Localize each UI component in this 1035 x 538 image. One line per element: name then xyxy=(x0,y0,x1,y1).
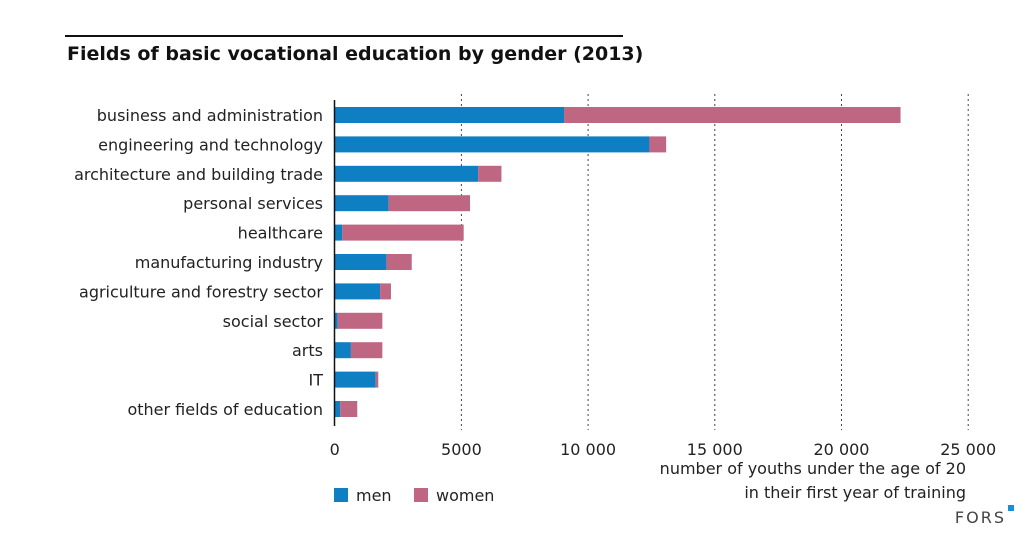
bar-men xyxy=(334,254,387,270)
bar-men xyxy=(334,283,381,300)
category-label: personal services xyxy=(183,194,323,213)
bar-women xyxy=(340,401,358,417)
x-tick-label: 20 000 xyxy=(814,440,870,459)
bar-men xyxy=(334,312,338,329)
legend-label-women: women xyxy=(436,486,494,505)
bar-men xyxy=(334,195,389,212)
fors-logo-mark xyxy=(1008,505,1014,511)
fors-logo: FORS xyxy=(955,508,1006,527)
x-tick-label: 10 000 xyxy=(560,440,616,459)
bar-women xyxy=(478,165,502,182)
x-axis-label-line2: in their first year of training xyxy=(744,483,966,502)
category-label: other fields of education xyxy=(127,400,323,419)
bar-men xyxy=(334,107,565,123)
category-label: healthcare xyxy=(238,224,323,243)
bar-women xyxy=(350,342,383,359)
bar-women xyxy=(380,283,391,300)
category-label: IT xyxy=(309,371,324,390)
bar-women xyxy=(386,254,412,270)
bar-men xyxy=(334,165,479,182)
x-tick-label: 0 xyxy=(330,440,340,459)
bar-men xyxy=(334,342,351,359)
legend-swatch-men xyxy=(334,488,348,502)
bar-men xyxy=(334,371,376,388)
bar-men xyxy=(334,136,650,153)
category-label: business and administration xyxy=(97,106,323,125)
legend-label-men: men xyxy=(356,486,392,505)
bar-men xyxy=(334,224,343,241)
bar-women xyxy=(337,312,383,329)
category-label: manufacturing industry xyxy=(135,253,323,272)
bar-women xyxy=(388,195,471,212)
chart-title: Fields of basic vocational education by … xyxy=(67,43,643,65)
category-label: architecture and building trade xyxy=(74,165,323,184)
x-tick-label: 25 000 xyxy=(940,440,996,459)
bar-women xyxy=(649,136,667,153)
x-tick-label: 15 000 xyxy=(687,440,743,459)
legend-swatch-women xyxy=(414,488,428,502)
category-label: engineering and technology xyxy=(98,135,323,154)
bar-women xyxy=(564,107,901,123)
bar-women xyxy=(375,371,379,388)
category-label: agriculture and forestry sector xyxy=(79,282,323,301)
category-label: arts xyxy=(292,341,323,360)
legend: men women xyxy=(334,486,494,505)
x-tick-label: 5000 xyxy=(441,440,482,459)
category-label: social sector xyxy=(223,312,324,331)
bar-women xyxy=(342,224,464,241)
x-axis-label-line1: number of youths under the age of 20 xyxy=(660,459,966,478)
bar-men xyxy=(334,401,341,417)
